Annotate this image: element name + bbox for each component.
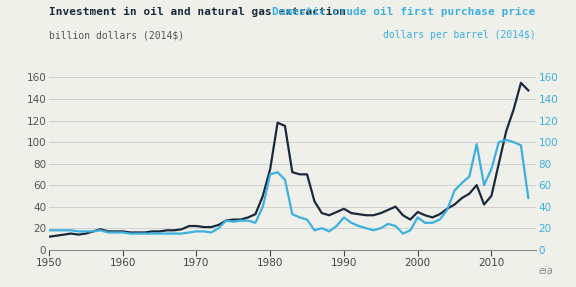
Text: billion dollars (2014$): billion dollars (2014$) [49, 30, 184, 40]
Text: dollars per barrel (2014$): dollars per barrel (2014$) [383, 30, 536, 40]
Text: Investment in oil and natural gas extraction: Investment in oil and natural gas extrac… [49, 7, 346, 17]
Text: eia: eia [538, 265, 553, 276]
Text: Domestic crude oil first purchase price: Domestic crude oil first purchase price [272, 7, 536, 17]
